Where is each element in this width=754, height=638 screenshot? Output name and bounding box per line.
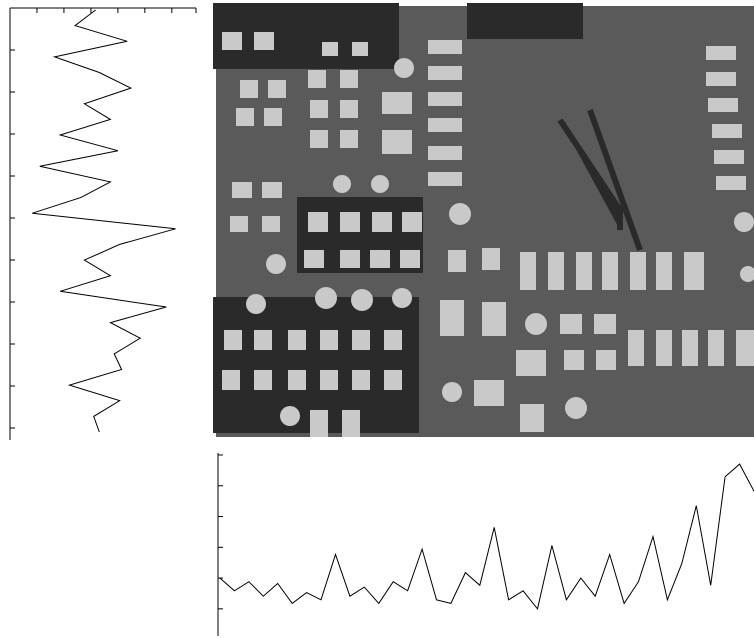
profile-line (220, 464, 754, 609)
figure (0, 0, 754, 638)
profile-line (32, 10, 175, 432)
page: {"chart_data":[ {"type":"line","orientat… (0, 0, 754, 638)
pcb-image (216, 6, 754, 437)
left-index-ticks (10, 50, 15, 428)
